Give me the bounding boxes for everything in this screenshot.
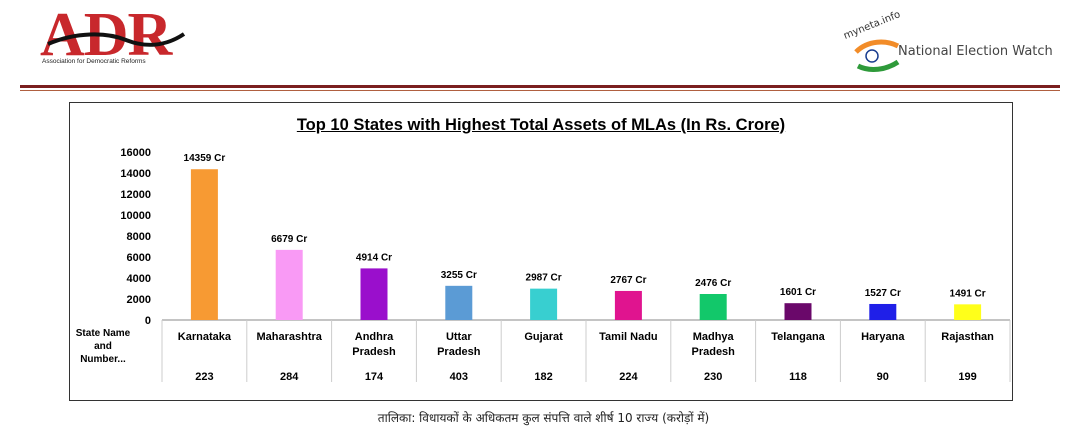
y-tick-label: 6000 [127, 252, 151, 264]
bar [445, 285, 473, 320]
y-tick-label: 12000 [120, 189, 151, 201]
bar [784, 303, 812, 320]
category-label: Andhra Pradesh [352, 331, 396, 358]
category-label: Karnataka [178, 331, 232, 343]
y-tick-label: 4000 [127, 273, 151, 285]
new-logo: myneta.info National Election Watch [836, 9, 1066, 72]
row-header: State Name and Number... [76, 328, 131, 365]
mla-count: 224 [619, 371, 638, 383]
data-label: 2476 Cr [695, 278, 731, 289]
chart-title: Top 10 States with Highest Total Assets … [296, 116, 786, 134]
bar [530, 288, 558, 320]
mla-count: 199 [958, 371, 976, 383]
category-label: Tamil Nadu [599, 331, 657, 343]
mla-count: 223 [195, 371, 213, 383]
mla-count: 90 [877, 371, 889, 383]
y-tick-label: 2000 [127, 294, 151, 306]
data-label: 1601 Cr [780, 287, 816, 298]
category-label: Rajasthan [941, 331, 994, 343]
category-label: Haryana [861, 331, 905, 343]
bar [869, 303, 897, 320]
y-tick-label: 10000 [120, 210, 151, 222]
y-tick-label: 8000 [127, 231, 151, 243]
header-rule [20, 85, 1060, 88]
mla-count: 403 [450, 371, 468, 383]
mla-count: 284 [280, 371, 299, 383]
hindi-caption: तालिका: विधायकों के अधिकतम कुल संपत्ति व… [377, 411, 710, 425]
adr-swoosh-icon [47, 32, 186, 47]
data-label: 14359 Cr [184, 153, 226, 164]
bar [699, 294, 727, 320]
data-label: 2767 Cr [610, 275, 646, 286]
flag-swoosh-icon [854, 39, 900, 72]
y-tick-label: 16000 [120, 147, 151, 159]
mla-count: 182 [534, 371, 552, 383]
data-label: 6679 Cr [271, 234, 307, 245]
data-label: 3255 Cr [441, 270, 477, 281]
data-label: 1527 Cr [865, 288, 901, 299]
bar [614, 290, 642, 320]
chart-frame [69, 102, 1013, 401]
mla-count: 174 [365, 371, 384, 383]
data-label: 1491 Cr [950, 288, 986, 299]
bar [360, 268, 388, 320]
mla-count: 118 [789, 371, 807, 383]
bar [954, 304, 982, 320]
category-label: Madhya Pradesh [691, 331, 735, 358]
new-title: National Election Watch [898, 44, 1053, 59]
mla-count: 230 [704, 371, 722, 383]
data-label: 4914 Cr [356, 252, 392, 263]
category-label: Uttar Pradesh [437, 331, 481, 358]
bar [275, 249, 303, 320]
adr-tagline: Association for Democratic Reforms [42, 58, 146, 65]
category-label: Telangana [771, 331, 825, 343]
bar [190, 169, 218, 320]
y-tick-label: 0 [145, 315, 151, 327]
header-rule-thin [20, 90, 1060, 91]
adr-logo: ADR Association for Democratic Reforms [40, 1, 190, 70]
category-label: Maharashtra [256, 331, 322, 343]
category-label: Gujarat [524, 331, 563, 343]
y-tick-label: 14000 [120, 168, 151, 180]
data-label: 2987 Cr [526, 273, 562, 284]
